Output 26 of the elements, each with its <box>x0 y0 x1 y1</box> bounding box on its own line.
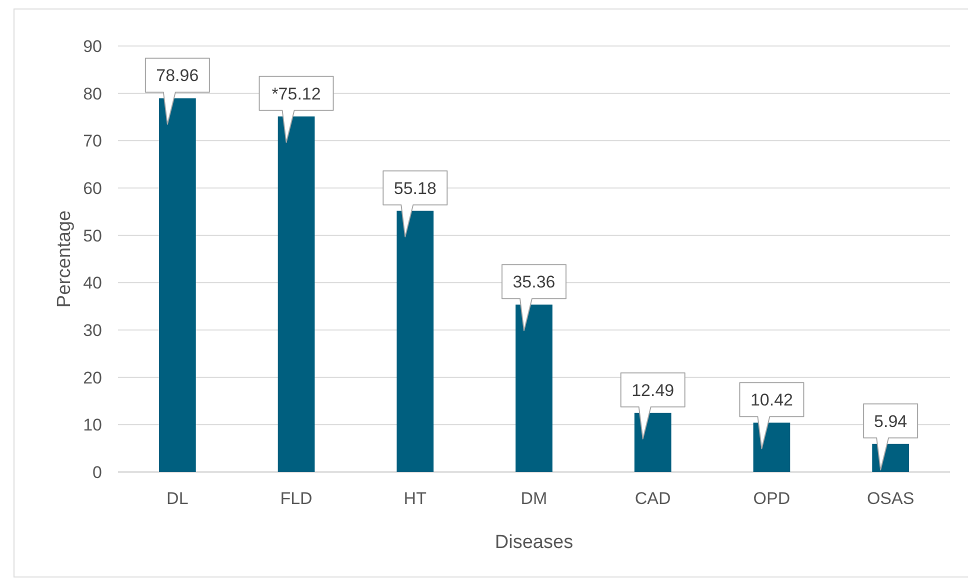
y-tick-label: 0 <box>92 462 102 482</box>
data-label: 35.36 <box>512 272 556 292</box>
data-label: 10.42 <box>750 390 793 410</box>
x-tick-label: CAD <box>634 489 671 508</box>
y-tick-label: 60 <box>83 178 102 198</box>
data-label: 78.96 <box>156 66 199 86</box>
y-tick-label: 40 <box>83 274 102 293</box>
y-axis-title: Percentage <box>54 210 75 308</box>
y-tick-label: 50 <box>83 226 102 246</box>
x-axis-title: Diseases <box>494 532 574 553</box>
y-tick-label: 90 <box>83 36 102 56</box>
y-tick-label: 80 <box>83 84 102 104</box>
x-tick-label: OPD <box>753 489 790 508</box>
x-tick-label: DM <box>520 489 548 508</box>
x-tick-label: OSAS <box>866 489 914 508</box>
y-tick-label: 70 <box>83 132 102 151</box>
data-label: 55.18 <box>394 178 436 198</box>
data-label: 5.94 <box>874 412 908 431</box>
y-tick-label: 20 <box>83 368 102 388</box>
data-label: *75.12 <box>272 84 321 104</box>
y-tick-label: 30 <box>83 320 102 340</box>
x-tick-label: FLD <box>280 489 312 508</box>
y-tick-label: 10 <box>83 416 102 435</box>
x-tick-label: HT <box>404 489 426 508</box>
data-label: 12.49 <box>632 380 674 400</box>
x-tick-label: DL <box>166 489 188 508</box>
